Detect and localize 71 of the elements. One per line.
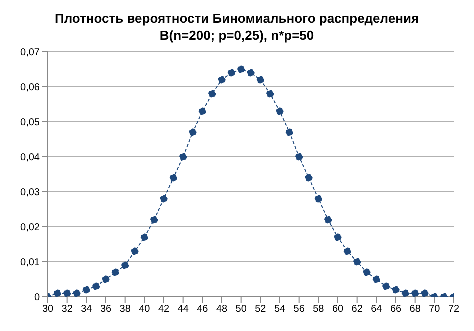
point [354, 258, 362, 266]
y-tick-label: 0,07 [20, 48, 40, 59]
point [102, 276, 110, 284]
point [218, 76, 226, 84]
point [64, 290, 72, 297]
x-tick-label: 70 [429, 304, 441, 316]
x-tick-label: 30 [42, 304, 54, 316]
point [296, 153, 304, 161]
y-tick-label: 0,02 [20, 222, 40, 234]
y-tick-label: 0,04 [20, 152, 40, 164]
x-tick-label: 44 [178, 304, 190, 316]
x-tick-label: 38 [120, 304, 132, 316]
x-tick-label: 54 [274, 304, 286, 316]
point [54, 290, 62, 297]
point [402, 290, 410, 297]
point [170, 174, 178, 182]
x-tick-label: 46 [197, 304, 209, 316]
y-tick-label: 0,05 [20, 118, 40, 129]
x-tick-label: 60 [332, 304, 344, 316]
point [140, 234, 148, 242]
x-tick-label: 42 [158, 304, 170, 316]
point [82, 286, 90, 294]
point [160, 195, 168, 203]
x-tick-label: 58 [313, 304, 325, 316]
chart-subtitle: B(n=200; p=0,25), n*p=50 [158, 27, 316, 44]
x-tick-label: 66 [390, 304, 402, 316]
x-tick-label: 64 [371, 304, 383, 316]
y-tick-label: 0,06 [20, 82, 40, 94]
point [266, 90, 274, 98]
x-tick-label: 40 [139, 304, 151, 316]
point [344, 248, 352, 256]
x-tick-label: 50 [236, 304, 248, 316]
y-tick-label: 0,01 [20, 258, 40, 269]
point [247, 69, 255, 77]
point [412, 290, 420, 297]
x-tick-label: 32 [62, 304, 74, 316]
point [122, 262, 130, 270]
point [208, 90, 216, 98]
point [382, 282, 390, 290]
point [286, 128, 294, 136]
point [228, 69, 236, 77]
point [276, 108, 284, 116]
point [256, 76, 264, 84]
chart-title: Плотность вероятности Биномиального распределения [54, 10, 420, 27]
x-tick-label: 34 [81, 304, 93, 316]
point [305, 174, 313, 182]
point [131, 248, 139, 256]
x-tick-label: 56 [294, 304, 306, 316]
point [363, 268, 371, 276]
point [372, 276, 380, 284]
point [334, 234, 342, 242]
point [421, 290, 429, 297]
x-tick-label: 48 [216, 304, 228, 316]
point [392, 286, 400, 294]
point [238, 66, 246, 74]
x-tick-label: 72 [448, 304, 460, 316]
point [92, 282, 100, 290]
point [180, 153, 188, 161]
x-tick-label: 62 [352, 304, 364, 316]
point [198, 108, 206, 116]
y-tick-label: 0 [34, 292, 40, 304]
point [189, 128, 197, 136]
point [314, 195, 322, 203]
x-tick-label: 36 [100, 304, 112, 316]
x-tick-label: 52 [255, 304, 267, 316]
point [112, 268, 120, 276]
x-tick-label: 68 [410, 304, 422, 316]
point [150, 216, 158, 224]
point [324, 216, 332, 224]
point [73, 290, 81, 297]
y-tick-label: 0,03 [20, 188, 40, 199]
